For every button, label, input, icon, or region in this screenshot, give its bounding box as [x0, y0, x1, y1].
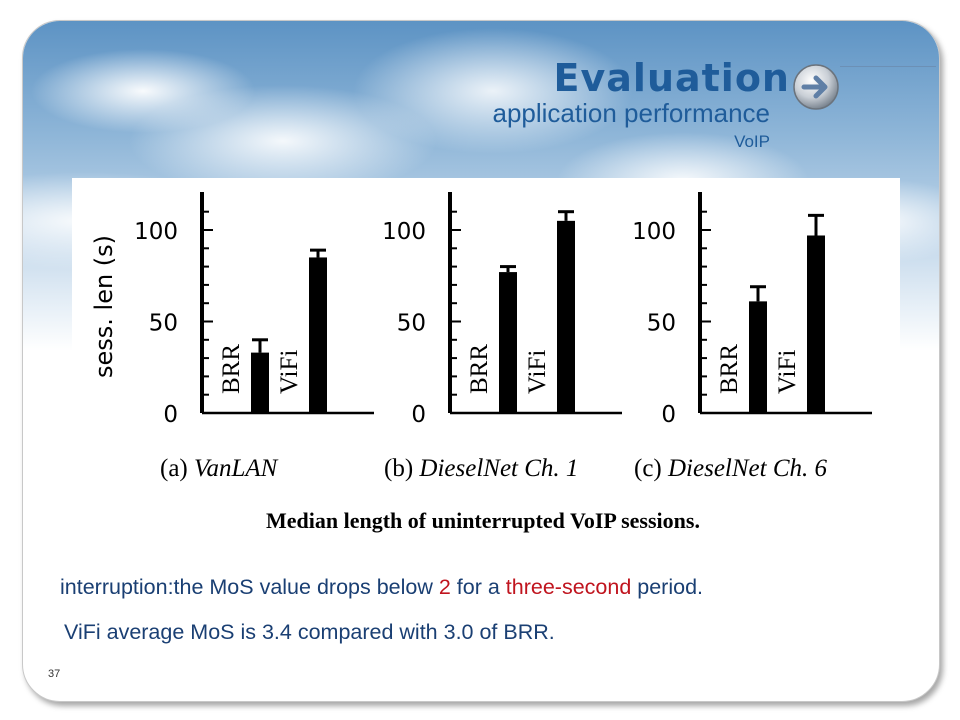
- line1-highlight-value: 2: [438, 575, 451, 599]
- bar-vifi: [309, 257, 327, 413]
- panel-caption-name: DieselNet Ch. 6: [667, 455, 828, 482]
- header-rule: [840, 66, 936, 67]
- line1-text-a: interruption:the MoS value drops below: [60, 575, 439, 599]
- category-label: BRR: [466, 344, 493, 394]
- bar-vifi: [807, 235, 825, 413]
- interruption-definition: interruption:the MoS value drops below 2…: [60, 575, 703, 600]
- category-label: BRR: [218, 344, 245, 394]
- category-label: BRR: [716, 344, 743, 394]
- line1-text-b: for a: [450, 575, 506, 599]
- y-tick-label: 100: [632, 219, 676, 245]
- panel-caption: (b) DieselNet Ch. 1: [384, 455, 578, 482]
- y-tick-label: 50: [149, 311, 178, 337]
- mos-comparison: ViFi average MoS is 3.4 compared with 3.…: [64, 620, 555, 644]
- bar-vifi: [557, 220, 575, 413]
- panel-caption-index: (a): [160, 455, 194, 482]
- panel-caption: (c) DieselNet Ch. 6: [634, 455, 828, 482]
- y-tick-label: 0: [411, 402, 426, 428]
- y-tick-label: 0: [163, 402, 178, 428]
- y-tick-label: 50: [647, 311, 676, 337]
- bar-chart-figure: 0 50 100 BRR ViFi (a) VanLAN 0 50 100 BRR ViFi (b) …: [90, 192, 872, 482]
- bar-brr: [499, 272, 517, 413]
- panel-caption-name: VanLAN: [194, 455, 279, 482]
- figure: 0 50 100 BRR ViFi (a) VanLAN 0 50 100 BRR ViFi (b) …: [72, 178, 900, 540]
- panel-caption: (a) VanLAN: [160, 455, 279, 482]
- line1-text-c: period.: [631, 575, 704, 599]
- y-axis-label: sess. len (s): [90, 235, 118, 378]
- y-tick-label: 0: [661, 402, 676, 428]
- next-arrow-icon[interactable]: [792, 63, 840, 111]
- page-number: 37: [48, 668, 61, 680]
- category-label: ViFi: [524, 350, 551, 394]
- y-tick-label: 100: [382, 219, 426, 245]
- y-tick-label: 50: [397, 311, 426, 337]
- figure-caption: Median length of uninterrupted VoIP sess…: [266, 508, 700, 533]
- slide-subtitle: application performance: [492, 98, 771, 128]
- category-label: ViFi: [276, 350, 303, 394]
- slide-title: Evaluation: [553, 56, 790, 100]
- bar-brr: [749, 301, 767, 413]
- panel-caption-index: (c): [634, 455, 668, 482]
- y-tick-label: 100: [134, 219, 178, 245]
- line1-highlight-period: three-second: [505, 575, 632, 599]
- bar-brr: [251, 352, 269, 413]
- panel-caption-name: DieselNet Ch. 1: [418, 455, 578, 482]
- panel-caption-index: (b): [384, 455, 419, 482]
- slide-subsubtitle: VoIP: [734, 132, 770, 151]
- category-label: ViFi: [774, 350, 801, 394]
